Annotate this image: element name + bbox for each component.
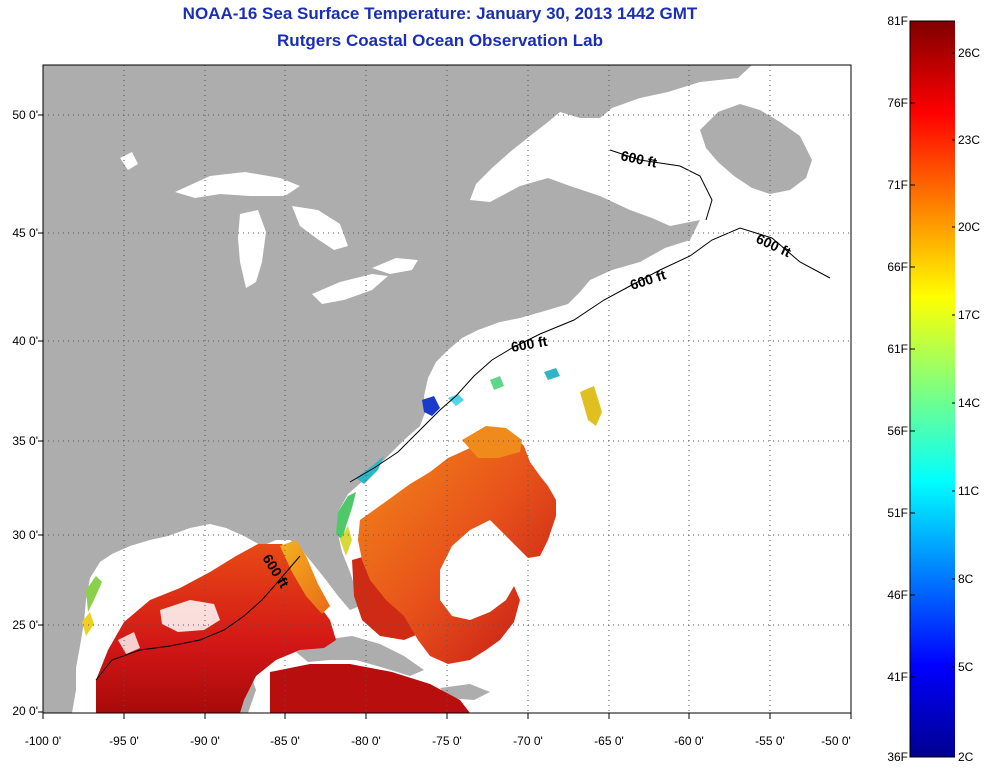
lon-label-60w: -60 0' (674, 734, 704, 748)
lat-label-30: 30 0' (12, 528, 38, 542)
contour-label-mid-atlantic: 600 ft (510, 333, 549, 355)
colorbar-label-8c: 8C (958, 572, 974, 586)
lat-label-25: 25 0' (12, 618, 38, 632)
graticule (43, 65, 851, 713)
lon-label-75w: -75 0' (432, 734, 462, 748)
colorbar-label-14c: 14C (958, 396, 981, 410)
lat-label-35: 35 0' (12, 434, 38, 448)
land-north-america (43, 65, 752, 713)
contour-label-gulf-of-st-lawrence: 600 ft (619, 147, 658, 170)
lat-label-20: 20 0' (12, 704, 38, 718)
lon-label-85w: -85 0' (270, 734, 300, 748)
great-lakes (175, 172, 418, 304)
colorbar-gradient (909, 20, 955, 758)
colorbar-label-61f: 61F (887, 342, 908, 356)
colorbar-label-66f: 66F (887, 260, 908, 274)
colorbar-label-71f: 71F (887, 178, 908, 192)
hudson-bay-area (120, 152, 138, 170)
lat-label-50: 50 0' (12, 108, 38, 122)
colorbar-label-5c: 5C (958, 660, 974, 674)
lon-label-55w: -55 0' (755, 734, 785, 748)
colorbar-label-11c: 11C (958, 484, 980, 498)
colorbar-label-41f: 41F (887, 670, 908, 684)
lon-label-95w: -95 0' (109, 734, 139, 748)
lon-label-70w: -70 0' (513, 734, 543, 748)
lon-label-90w: -90 0' (190, 734, 220, 748)
colorbar-label-17c: 17C (958, 308, 981, 322)
colorbar-label-46f: 46F (887, 588, 908, 602)
sst-data-layer (82, 368, 602, 713)
colorbar-label-56f: 56F (887, 424, 908, 438)
colorbar-label-26c: 26C (958, 46, 981, 60)
lat-label-40: 40 0' (12, 334, 38, 348)
colorbar-label-76f: 76F (887, 96, 908, 110)
axis-ticks (38, 114, 852, 719)
temperature-colorbar (909, 20, 955, 758)
land-cuba (296, 636, 424, 676)
land-newfoundland (700, 104, 812, 194)
isobath-600ft (95, 149, 831, 681)
lon-label-80w: -80 0' (351, 734, 381, 748)
colorbar-label-2c: 2C (958, 750, 974, 764)
lon-label-100w: -100 0' (24, 734, 62, 748)
colorbar-label-20c: 20C (958, 220, 981, 234)
lon-label-50w: -50 0' (821, 734, 851, 748)
map-subtitle: Rutgers Coastal Ocean Observation Lab (277, 31, 603, 50)
land-nova-scotia (570, 220, 640, 268)
colorbar-label-51f: 51F (887, 506, 908, 520)
colorbar-label-36f: 36F (887, 750, 908, 764)
map-title: NOAA-16 Sea Surface Temperature: January… (182, 4, 698, 23)
lat-label-45: 45 0' (12, 226, 38, 240)
colorbar-label-81f: 81F (887, 14, 908, 28)
lon-label-65w: -65 0' (594, 734, 624, 748)
gulf-of-st-lawrence (560, 118, 700, 214)
colorbar-label-23c: 23C (958, 133, 981, 147)
